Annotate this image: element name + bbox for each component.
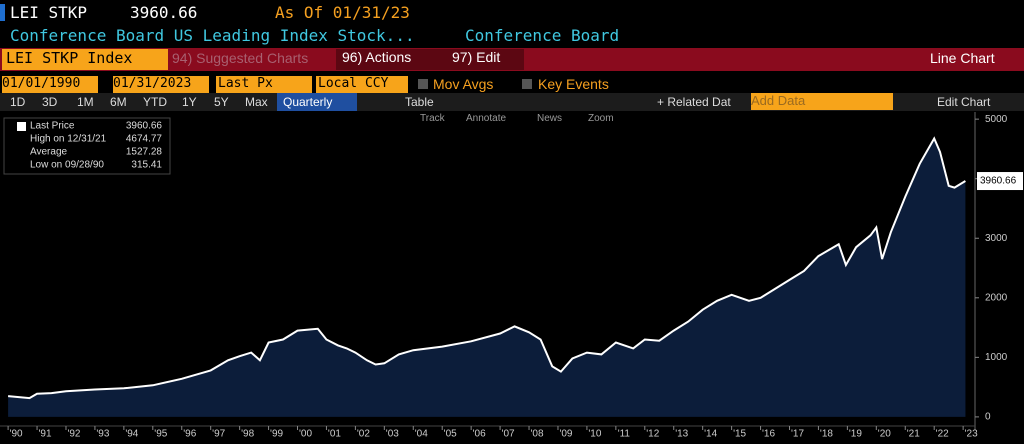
chart-type: Line Chart — [930, 50, 995, 66]
legend-label: High on 12/31/21 — [30, 134, 107, 145]
x-tick-label: '93 — [96, 429, 109, 440]
edit-button[interactable]: 97) Edit — [446, 49, 524, 70]
x-tick-label: '19 — [849, 429, 862, 440]
end-date[interactable]: 01/31/2023 — [113, 76, 209, 93]
key-events[interactable]: Key Events — [538, 76, 609, 92]
x-tick-label: '07 — [502, 429, 515, 440]
tool-button[interactable]: Track — [420, 113, 445, 124]
security-box[interactable]: LEI STKP Index — [2, 49, 168, 70]
y-tick-label: 5000 — [985, 114, 1008, 125]
y-tick-label: 1000 — [985, 352, 1008, 363]
y-tick-label: 0 — [985, 412, 991, 423]
legend-label: Low on 09/28/90 — [30, 160, 104, 171]
period-button[interactable]: Max — [245, 95, 268, 109]
period-button[interactable]: YTD — [143, 95, 167, 109]
last-price-box — [977, 172, 1023, 191]
actions-button[interactable]: 96) Actions — [336, 49, 446, 70]
checkbox[interactable] — [418, 79, 428, 89]
period-button[interactable]: 3D — [42, 95, 58, 109]
legend-label: Average — [30, 147, 68, 158]
legend-value: 315.41 — [131, 160, 162, 171]
add-data[interactable]: Add Data — [751, 93, 893, 110]
x-tick-label: '98 — [241, 429, 254, 440]
x-tick-label: '97 — [212, 429, 225, 440]
tool-button[interactable]: News — [537, 113, 563, 124]
x-tick-label: '05 — [444, 429, 457, 440]
line — [8, 136, 966, 400]
price: 3960.66 — [130, 3, 198, 22]
as-of: As Of 01/31/23 — [275, 3, 410, 22]
marker — [0, 4, 5, 21]
mov-avgs[interactable]: Mov Avgs — [433, 76, 494, 92]
x-tick-label: '10 — [588, 429, 601, 440]
legend-value: 3960.66 — [126, 121, 163, 132]
source: Conference Board — [465, 26, 620, 45]
x-tick-label: '09 — [559, 429, 572, 440]
x-tick-label: '21 — [907, 429, 920, 440]
frequency-bg — [277, 93, 357, 111]
period-button[interactable]: 1Y — [182, 95, 197, 109]
ticker: LEI STKP — [10, 3, 88, 22]
currency[interactable]: Local CCY — [316, 76, 408, 93]
x-tick-label: '95 — [154, 429, 167, 440]
table-button[interactable]: Table — [405, 95, 434, 109]
period-button[interactable]: 5Y — [214, 95, 229, 109]
period-button[interactable]: 1D — [10, 95, 26, 109]
area — [8, 138, 966, 417]
legend-value: 4674.77 — [126, 134, 163, 145]
legend — [3, 117, 171, 175]
legend-label: Last Price — [30, 121, 75, 132]
y-tick-label: 2000 — [985, 292, 1008, 303]
x-tick-label: '15 — [733, 429, 746, 440]
x-tick-label: '22 — [936, 429, 949, 440]
frequency[interactable]: Quarterly — [283, 95, 333, 109]
x-tick-label: '03 — [386, 429, 399, 440]
security-name: Conference Board US Leading Index Stock.… — [10, 26, 415, 45]
x-tick-label: '14 — [704, 429, 717, 440]
x-tick-label: '06 — [473, 429, 486, 440]
x-tick-label: '04 — [415, 429, 428, 440]
tool-button[interactable]: Zoom — [588, 113, 614, 124]
x-tick-label: '23 — [965, 429, 978, 440]
related-data[interactable]: + Related Dat — [657, 95, 731, 109]
tool-button[interactable]: Annotate — [466, 113, 507, 124]
x-tick-label: '16 — [762, 429, 775, 440]
period-button[interactable]: 6M — [110, 95, 127, 109]
x-tick-label: '00 — [299, 429, 312, 440]
legend-swatch — [17, 122, 26, 131]
start-date[interactable]: 01/01/1990 — [2, 76, 98, 93]
y-tick-label: 3000 — [985, 233, 1008, 244]
x-tick-label: '01 — [328, 429, 341, 440]
x-tick-label: '94 — [125, 429, 138, 440]
suggested-button[interactable]: 94) Suggested Charts — [172, 50, 309, 66]
checkbox[interactable] — [522, 79, 532, 89]
x-tick-label: '90 — [10, 429, 23, 440]
x-tick-label: '92 — [67, 429, 80, 440]
x-tick-label: '18 — [820, 429, 833, 440]
legend-value: 1527.28 — [126, 147, 163, 158]
last-price-label: 3960.66 — [980, 176, 1017, 187]
x-tick-label: '11 — [618, 429, 631, 440]
x-tick-label: '99 — [270, 429, 283, 440]
x-tick-label: '91 — [39, 429, 52, 440]
edit-chart[interactable]: Edit Chart — [937, 95, 991, 109]
period-button[interactable]: 1M — [77, 95, 94, 109]
x-tick-label: '96 — [183, 429, 196, 440]
x-tick-label: '08 — [531, 429, 544, 440]
x-tick-label: '17 — [791, 429, 804, 440]
x-tick-label: '13 — [675, 429, 688, 440]
x-tick-label: '20 — [878, 429, 891, 440]
x-tick-label: '12 — [646, 429, 659, 440]
field[interactable]: Last Px — [216, 76, 312, 93]
x-tick-label: '02 — [357, 429, 370, 440]
